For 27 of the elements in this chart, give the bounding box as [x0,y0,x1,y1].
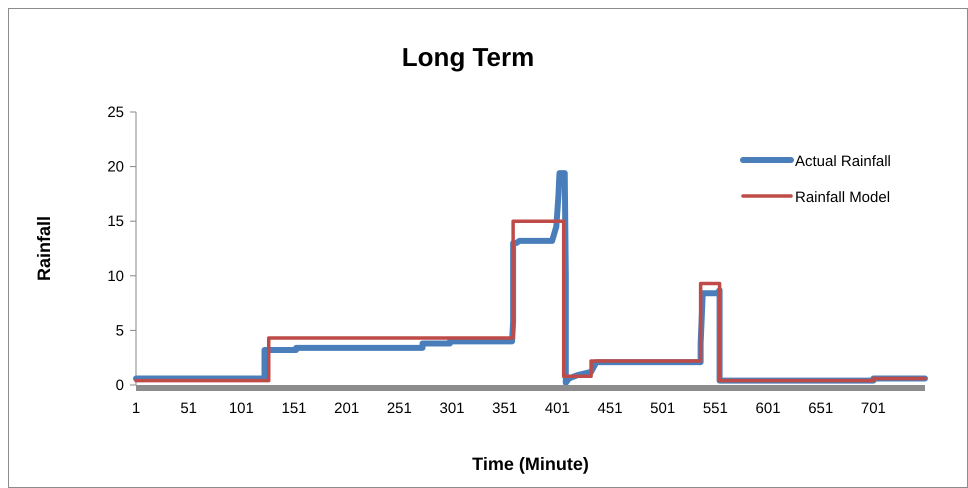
x-tick-label: 151 [281,400,307,417]
x-tick-label: 601 [756,400,781,417]
x-tick-label: 1 [132,400,140,417]
x-tick-label: 351 [492,400,518,417]
x-tick-label: 501 [650,400,676,417]
x-axis-title: Time (Minute) [472,454,589,474]
chart-title: Long Term [402,42,534,72]
y-axis-title: Rainfall [34,216,54,282]
x-tick-label: 451 [598,400,623,417]
y-tick-label: 25 [107,104,124,121]
y-tick-label: 0 [116,377,124,394]
y-tick-label: 10 [107,268,124,285]
y-tick-label: 5 [116,322,124,340]
y-tick-label: 15 [107,213,124,230]
y-tick-label: 20 [107,158,124,176]
x-tick-label: 301 [440,400,465,417]
x-tick-label: 701 [860,400,886,417]
legend-label: Rainfall Model [795,189,890,206]
x-tick-label: 251 [386,400,412,417]
x-tick-label: 51 [180,400,198,417]
legend-label: Actual Rainfall [795,153,891,170]
x-tick-label: 651 [808,400,834,417]
x-tick-label: 201 [334,400,360,417]
x-tick-label: 401 [544,400,570,417]
line-series [134,219,927,382]
x-tick-label: 551 [702,400,728,417]
x-tick-label: 101 [228,400,254,417]
